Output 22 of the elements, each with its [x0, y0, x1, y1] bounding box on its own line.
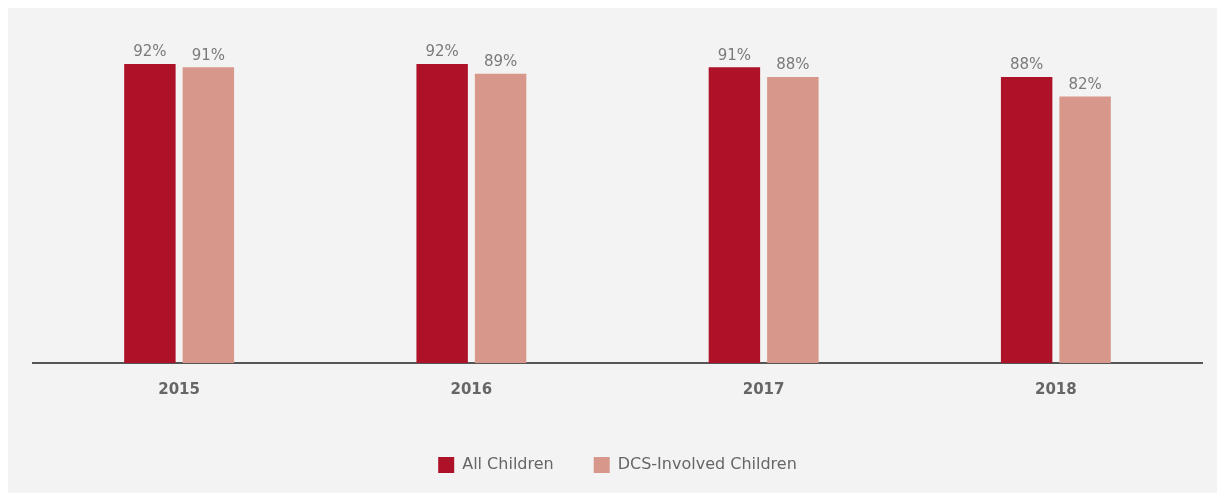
bar	[708, 67, 761, 363]
x-tick-label: 2015	[158, 379, 200, 398]
x-tick-label: 2018	[1035, 379, 1077, 398]
bar	[124, 64, 176, 363]
legend-label: All Children	[462, 454, 554, 474]
data-label: 88%	[1009, 55, 1044, 74]
data-label: 92%	[133, 42, 167, 61]
data-label: 89%	[483, 52, 518, 71]
bar	[767, 77, 819, 363]
data-label: 88%	[776, 55, 810, 74]
x-tick-label: 2017	[742, 379, 785, 398]
data-label: 92%	[425, 42, 459, 61]
data-label: 91%	[717, 45, 752, 64]
x-tick-label: 2016	[450, 379, 493, 398]
bar	[416, 64, 468, 363]
data-label: 82%	[1068, 74, 1102, 93]
data-label: 91%	[191, 45, 226, 64]
bar	[1059, 96, 1111, 363]
bar	[474, 73, 527, 363]
bar	[182, 67, 235, 363]
bar	[1000, 77, 1053, 363]
legend-label: DCS-Involved Children	[617, 454, 797, 474]
